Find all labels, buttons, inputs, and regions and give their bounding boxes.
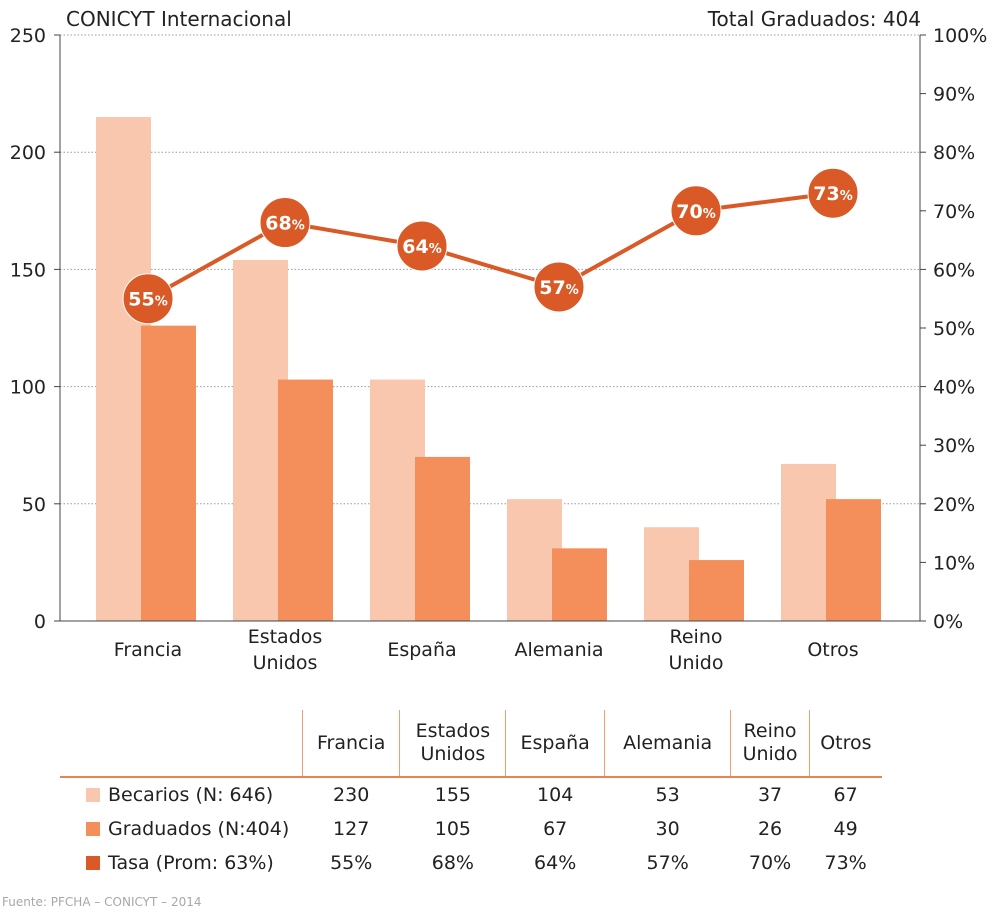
table-body: Becarios (N: 646) 230 155 104 53 37 67 Graduado… <box>60 777 882 880</box>
table-cell: 55% <box>330 852 373 874</box>
right-tick-label: 100% <box>933 25 987 47</box>
rate-data-label: 70% <box>676 201 715 223</box>
right-tick-label: 60% <box>933 259 975 281</box>
table-cell: 30 <box>655 818 680 840</box>
table-cell: 57% <box>646 852 689 874</box>
table-cell: 67 <box>543 818 568 840</box>
rate-data-label: 68% <box>265 213 304 235</box>
rate-point <box>533 261 585 313</box>
rate-data-label: 64% <box>402 236 441 258</box>
table-cell: 53 <box>655 784 680 806</box>
right-tick-label: 30% <box>933 435 975 457</box>
left-tick-label: 150 <box>10 259 46 281</box>
table-row: Graduados (N:404) 127 105 67 30 26 49 <box>60 812 882 846</box>
left-tick-label: 0 <box>34 611 46 633</box>
rate-point <box>259 197 311 249</box>
rate-point <box>670 185 722 237</box>
table-cell: 73% <box>824 852 867 874</box>
tick-labels: 0 50 100 150 200 250 0% 10% 20% 30% 40% 50% 60% 70% 80… <box>10 25 988 633</box>
category-label: Francia <box>114 639 182 661</box>
category-label: Reino <box>670 626 723 648</box>
category-label: Otros <box>807 639 858 661</box>
table-cell: 37 <box>757 784 783 806</box>
table-row: Becarios (N: 646) 230 155 104 53 37 67 <box>60 777 882 812</box>
rate-point <box>807 167 859 219</box>
table-cell: 230 <box>333 784 370 806</box>
table-cell: 67 <box>833 784 858 806</box>
rate-point <box>122 273 174 325</box>
table-cell: 127 <box>333 818 370 840</box>
right-tick-label: 70% <box>933 201 975 223</box>
bar-graduados <box>689 560 744 621</box>
table-cell: 104 <box>537 784 574 806</box>
right-tick-label: 40% <box>933 377 975 399</box>
category-labels: Francia Estados Unidos España Alemania Reino U… <box>114 626 859 674</box>
table-cell: 49 <box>833 818 858 840</box>
table-column-header: Reino Unido <box>730 710 810 777</box>
chart-title: CONICYT Internacional <box>66 7 292 31</box>
table-column-header: Francia <box>301 710 400 777</box>
left-tick-label: 250 <box>10 25 46 47</box>
table-cell: 26 <box>757 818 783 840</box>
chart-subtitle: Total Graduados: 404 <box>707 7 921 31</box>
combo-chart: 55% 68% 64% 57% 70% 73% 0 50 100 150 200 250 0% 10% 2… <box>10 7 988 674</box>
category-label: España <box>387 639 456 661</box>
table-column-header: España <box>505 710 605 777</box>
bar-series <box>96 117 881 621</box>
row-label: Tasa (Prom: 63%) <box>60 846 303 880</box>
rate-point <box>396 220 448 272</box>
table-cell: 105 <box>434 818 471 840</box>
rate-line-series: 55% 68% 64% 57% 70% 73% <box>122 167 859 325</box>
table-cell: 155 <box>434 784 471 806</box>
source-note: Fuente: PFCHA – CONICYT – 2014 <box>2 895 202 909</box>
rate-data-label: 57% <box>539 277 578 299</box>
row-label: Becarios (N: 646) <box>60 777 303 812</box>
rate-data-label: 73% <box>813 183 852 205</box>
bar-graduados <box>141 325 196 621</box>
bar-graduados <box>826 499 881 621</box>
axes <box>54 34 926 622</box>
table-cell: 68% <box>431 852 474 874</box>
category-label: Unidos <box>253 652 318 674</box>
legend-swatch <box>86 822 100 836</box>
category-label: Estados <box>248 626 323 648</box>
bar-graduados <box>415 456 470 621</box>
table-column-header: Estados Unidos <box>399 710 506 777</box>
category-label: Alemania <box>514 639 603 661</box>
right-tick-label: 10% <box>933 552 975 574</box>
right-tick-label: 0% <box>933 611 963 633</box>
table-cell: 70% <box>748 852 792 874</box>
bar-graduados <box>552 548 607 621</box>
row-label: Graduados (N:404) <box>60 812 303 846</box>
category-label: Unido <box>669 652 724 674</box>
bar-graduados <box>278 379 333 621</box>
right-tick-label: 20% <box>933 494 975 516</box>
table-header-row: Francia Estados Unidos España Alemania Reino U… <box>60 710 882 777</box>
left-tick-label: 50 <box>22 494 46 516</box>
right-tick-label: 80% <box>933 142 975 164</box>
legend-swatch <box>86 788 100 802</box>
left-tick-label: 100 <box>10 377 46 399</box>
right-tick-label: 50% <box>933 318 975 340</box>
table-row: Tasa (Prom: 63%) 55% 68% 64% 57% 70% 73% <box>60 846 882 880</box>
table-cell: 64% <box>534 852 577 874</box>
right-tick-label: 90% <box>933 84 975 106</box>
legend-swatch <box>86 856 100 870</box>
table-column-header: Otros <box>808 710 882 777</box>
data-table: Francia Estados Unidos España Alemania Reino U… <box>60 710 882 880</box>
rate-data-label: 55% <box>128 289 167 311</box>
left-tick-label: 200 <box>10 142 46 164</box>
table-column-header: Alemania <box>603 710 731 777</box>
table-corner-cell <box>60 710 303 777</box>
